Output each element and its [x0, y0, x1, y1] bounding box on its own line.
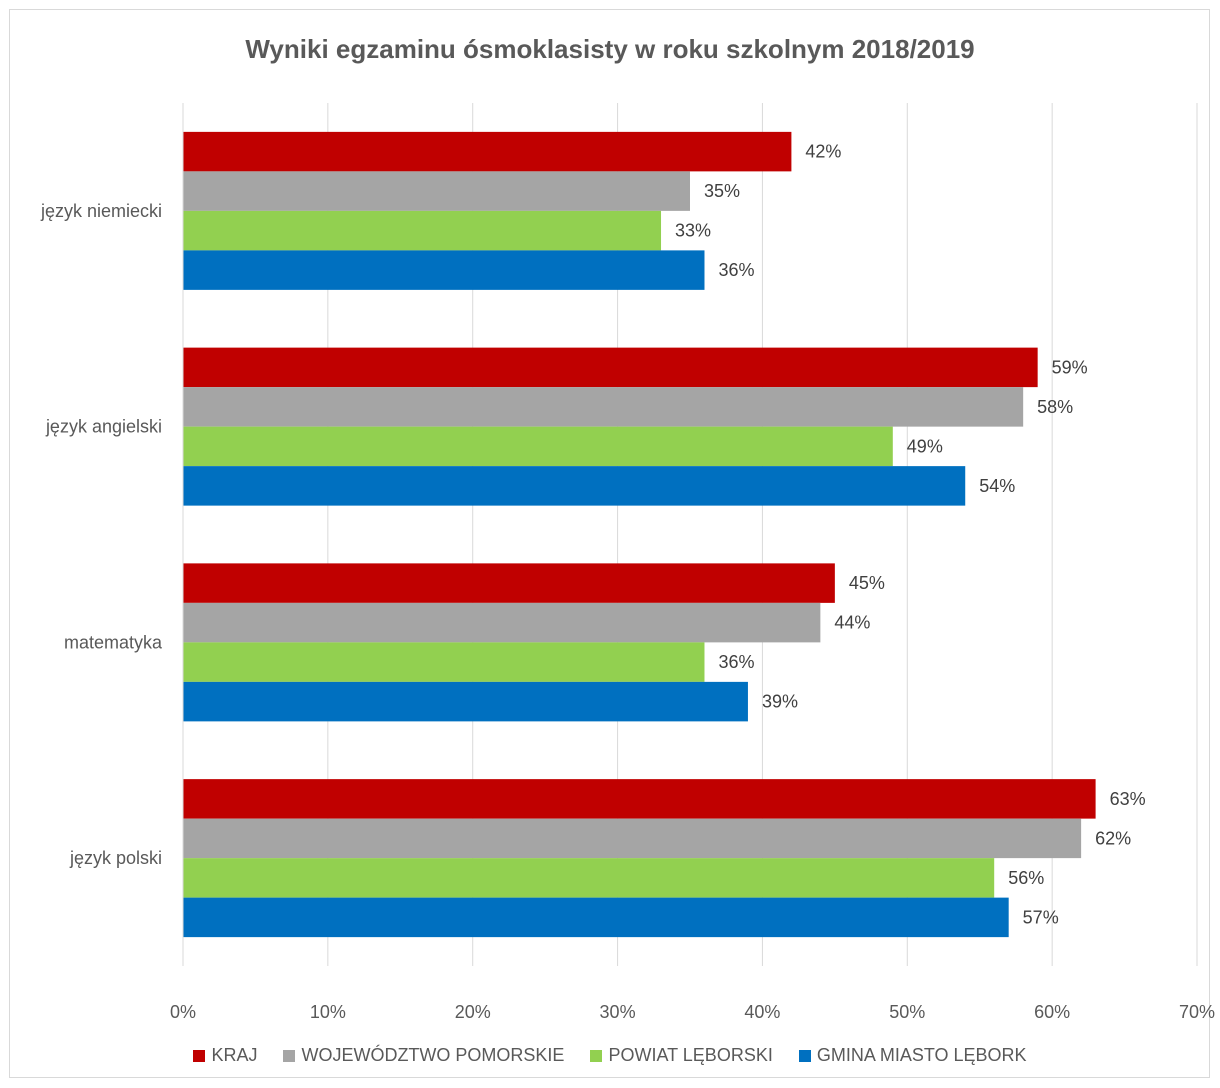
legend-label-wojewodztwo: WOJEWÓDZTWO POMORSKIE [301, 1045, 565, 1065]
data-label: 35% [704, 181, 740, 201]
legend-swatch-wojewodztwo [283, 1049, 296, 1062]
legend-item-gmina: GMINA MIASTO LĘBORK [798, 1045, 1027, 1066]
y-category-label: matematyka [64, 632, 163, 652]
bar [183, 466, 966, 506]
data-label: 45% [849, 573, 885, 593]
x-tick-label: 20% [455, 1002, 491, 1022]
bar [183, 818, 1082, 859]
chart-title: Wyniki egzaminu ósmoklasisty w roku szko… [245, 34, 975, 64]
x-tick-label: 0% [170, 1002, 196, 1022]
bar [183, 171, 690, 211]
legend-item-powiat: POWIAT LĘBORSKI [590, 1045, 773, 1066]
bar [183, 642, 705, 682]
legend-swatch-kraj [193, 1049, 206, 1062]
data-label: 57% [1023, 907, 1059, 927]
x-tick-label: 30% [600, 1002, 636, 1022]
y-category-label: język niemiecki [40, 201, 162, 221]
data-label: 54% [979, 476, 1015, 496]
data-label: 63% [1110, 789, 1146, 809]
legend: KRAJ WOJEWÓDZTWO POMORSKIE POWIAT LĘBORS… [0, 1045, 1220, 1066]
bar [183, 681, 748, 722]
bar [183, 779, 1096, 819]
x-tick-label: 10% [310, 1002, 346, 1022]
data-label: 36% [718, 652, 754, 672]
legend-item-wojewodztwo: WOJEWÓDZTWO POMORSKIE [283, 1045, 564, 1066]
bar [183, 602, 821, 643]
bar [183, 897, 1009, 938]
x-tick-label: 50% [889, 1002, 925, 1022]
data-label: 59% [1052, 357, 1088, 377]
legend-label-kraj: KRAJ [211, 1045, 258, 1065]
data-label: 58% [1037, 397, 1073, 417]
bar [183, 347, 1038, 388]
legend-label-powiat: POWIAT LĘBORSKI [608, 1045, 773, 1065]
data-label: 49% [907, 436, 943, 456]
y-category-label: język polski [69, 848, 162, 868]
data-label: 36% [718, 260, 754, 280]
data-label: 44% [834, 613, 870, 633]
bar [183, 250, 705, 290]
x-tick-label: 40% [744, 1002, 780, 1022]
legend-item-kraj: KRAJ [193, 1045, 257, 1066]
bar [183, 210, 662, 251]
x-tick-label: 60% [1034, 1002, 1070, 1022]
legend-swatch-powiat [590, 1049, 603, 1062]
bar [183, 426, 893, 467]
bar [183, 387, 1024, 427]
legend-label-gmina: GMINA MIASTO LĘBORK [816, 1045, 1027, 1065]
bar [183, 131, 792, 172]
bar [183, 858, 995, 898]
y-category-label: język angielski [45, 417, 162, 437]
legend-swatch-gmina [798, 1049, 811, 1062]
data-label: 56% [1008, 868, 1044, 888]
data-label: 62% [1095, 828, 1131, 848]
data-label: 33% [675, 221, 711, 241]
data-label: 42% [805, 142, 841, 162]
bar [183, 563, 835, 603]
data-label: 39% [762, 692, 798, 712]
x-tick-label: 70% [1179, 1002, 1215, 1022]
